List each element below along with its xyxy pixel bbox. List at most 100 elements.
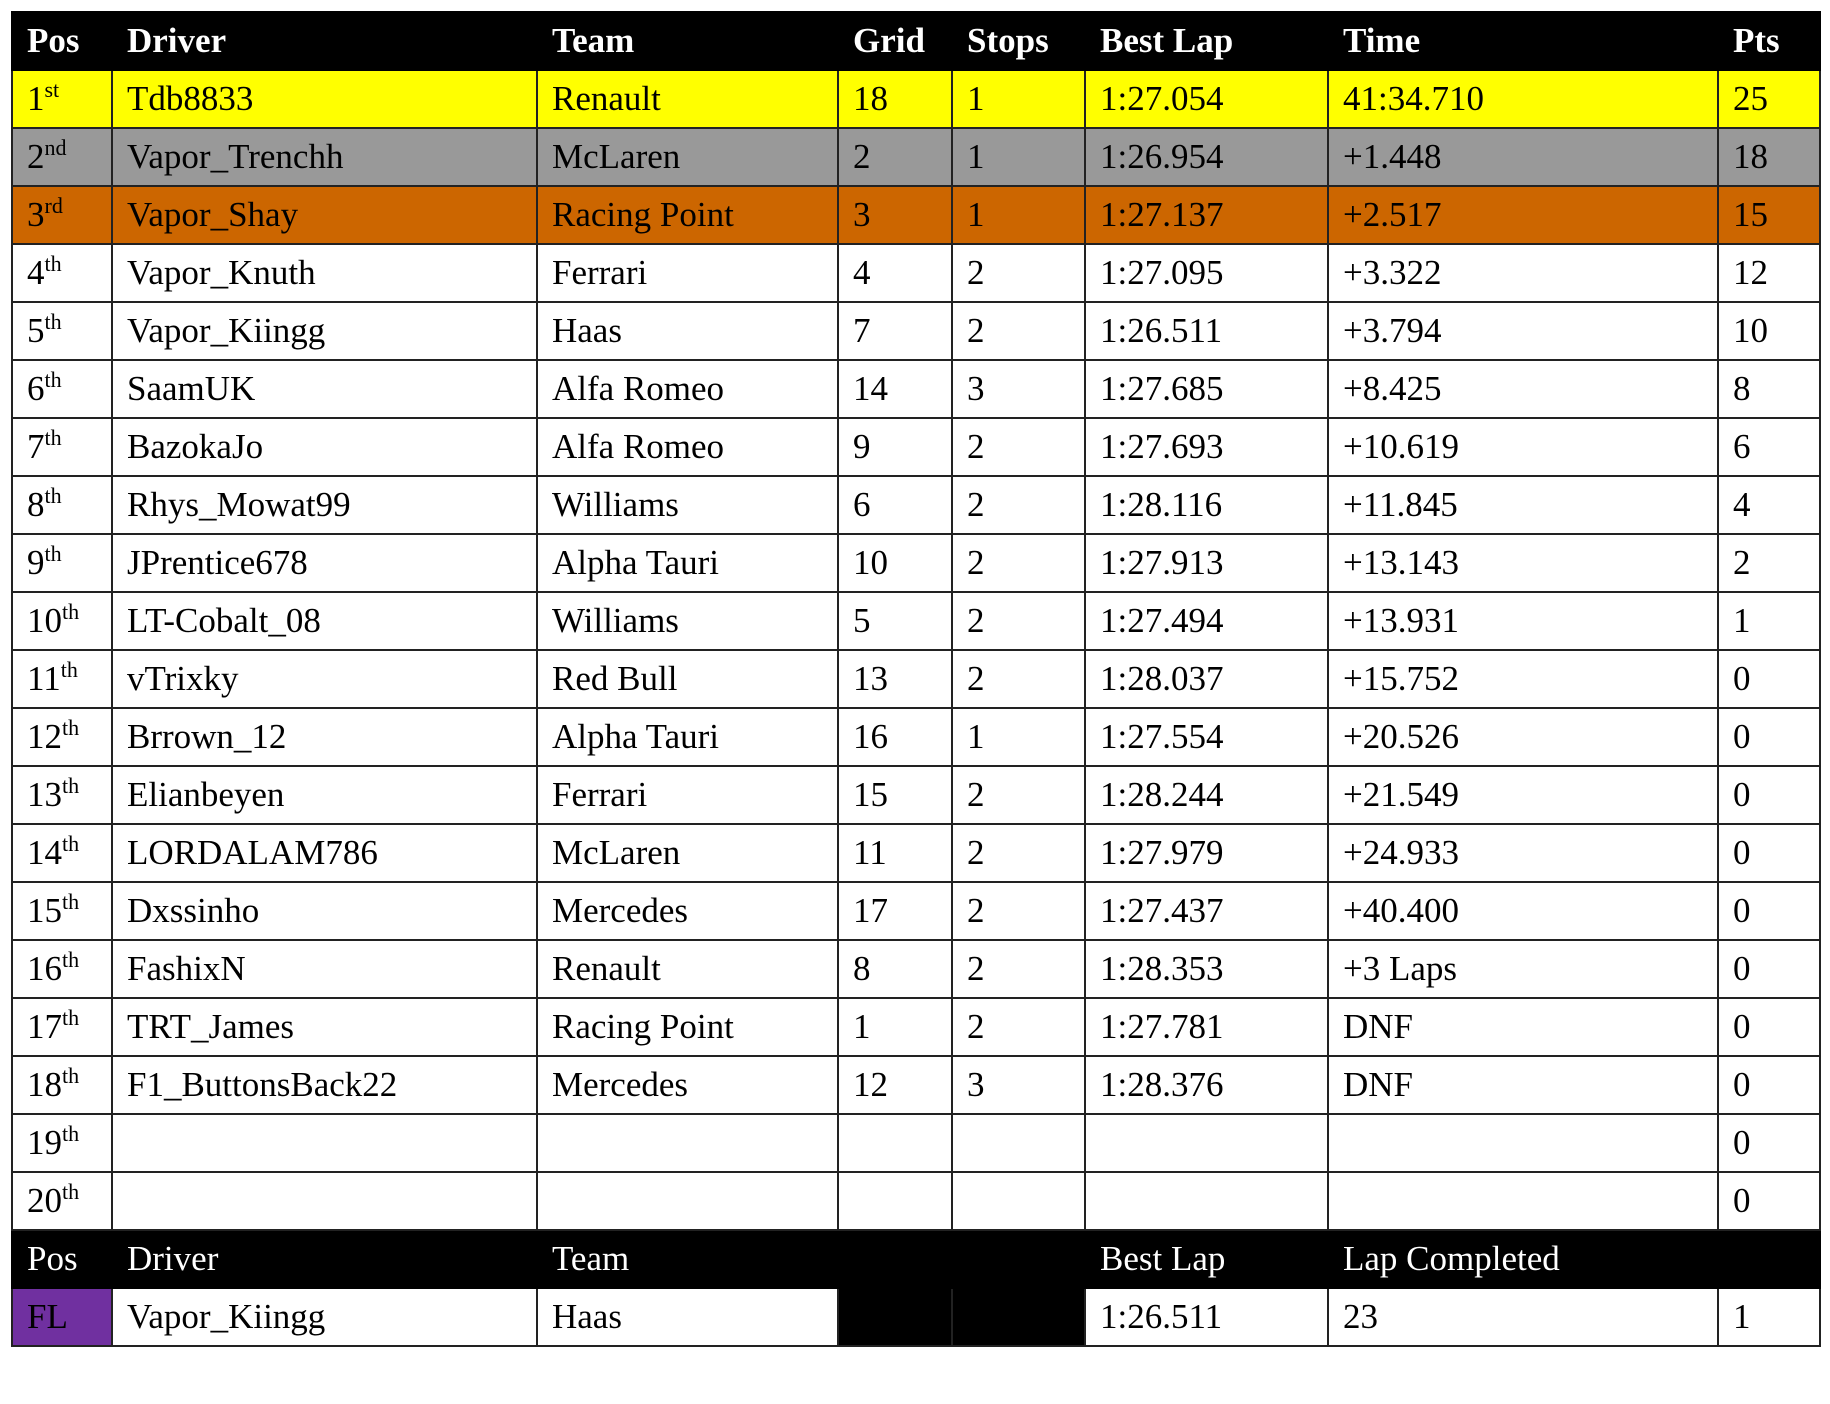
- header-row: Pos Driver Team Grid Stops Best Lap Time…: [11, 11, 1821, 71]
- driver-cell: JPrentice678: [111, 533, 538, 593]
- driver-cell: TRT_James: [111, 997, 538, 1057]
- driver-cell: [111, 1113, 538, 1173]
- pts-cell: 18: [1717, 127, 1821, 187]
- pos-suffix: th: [62, 1179, 80, 1204]
- team-cell: Alfa Romeo: [536, 359, 839, 419]
- fl-header-lap-completed: Lap Completed: [1327, 1229, 1719, 1289]
- time-cell: +3.322: [1327, 243, 1719, 303]
- grid-cell: 11: [837, 823, 953, 883]
- time-cell: 41:34.710: [1327, 69, 1719, 129]
- pts-cell: 0: [1717, 765, 1821, 825]
- table-row: 7th BazokaJo Alfa Romeo 9 2 1:27.693 +10.619 6: [11, 417, 1821, 477]
- team-cell: Haas: [536, 301, 839, 361]
- pos-number: 17: [27, 1007, 62, 1046]
- pos-suffix: th: [62, 947, 80, 972]
- best-cell: [1084, 1171, 1329, 1231]
- driver-cell: Vapor_Trenchh: [111, 127, 538, 187]
- table-row: 5th Vapor_Kiingg Haas 7 2 1:26.511 +3.794 10: [11, 301, 1821, 361]
- pos-number: 11: [27, 659, 61, 698]
- table-row: 18th F1_ButtonsBack22 Mercedes 12 3 1:28.376 D…: [11, 1055, 1821, 1115]
- driver-cell: Vapor_Knuth: [111, 243, 538, 303]
- best-cell: 1:27.913: [1084, 533, 1329, 593]
- grid-cell: 17: [837, 881, 953, 941]
- pts-cell: 4: [1717, 475, 1821, 535]
- driver-cell: FashixN: [111, 939, 538, 999]
- grid-cell: 13: [837, 649, 953, 709]
- driver-cell: Tdb8833: [111, 69, 538, 129]
- fl-header-blank: [951, 1229, 1086, 1289]
- pts-cell: 15: [1717, 185, 1821, 245]
- pts-cell: 8: [1717, 359, 1821, 419]
- pos-suffix: th: [62, 715, 80, 740]
- pos-cell: 14th: [11, 823, 113, 883]
- team-cell: Alpha Tauri: [536, 533, 839, 593]
- pos-cell: 18th: [11, 1055, 113, 1115]
- best-cell: 1:26.954: [1084, 127, 1329, 187]
- team-cell: McLaren: [536, 823, 839, 883]
- table-row: 10th LT-Cobalt_08 Williams 5 2 1:27.494 +13.93…: [11, 591, 1821, 651]
- stops-cell: 2: [951, 475, 1086, 535]
- pos-number: 6: [27, 369, 45, 408]
- pos-suffix: th: [62, 1005, 80, 1030]
- time-cell: DNF: [1327, 1055, 1719, 1115]
- pos-suffix: st: [44, 77, 60, 102]
- driver-cell: Dxssinho: [111, 881, 538, 941]
- pos-cell: 20th: [11, 1171, 113, 1231]
- fl-header-team: Team: [536, 1229, 839, 1289]
- pos-suffix: nd: [44, 135, 67, 160]
- team-cell: [536, 1171, 839, 1231]
- table-row: 19th 0: [11, 1113, 1821, 1173]
- table-row: 12th Brrown_12 Alpha Tauri 16 1 1:27.554 +20.5…: [11, 707, 1821, 767]
- pos-number: 12: [27, 717, 62, 756]
- team-cell: Williams: [536, 475, 839, 535]
- pos-suffix: th: [44, 367, 62, 392]
- pos-cell: 19th: [11, 1113, 113, 1173]
- pos-suffix: th: [44, 483, 62, 508]
- best-cell: 1:27.781: [1084, 997, 1329, 1057]
- stops-cell: 1: [951, 127, 1086, 187]
- team-cell: Williams: [536, 591, 839, 651]
- pos-cell: 15th: [11, 881, 113, 941]
- table-row: 17th TRT_James Racing Point 1 2 1:27.781 DNF 0: [11, 997, 1821, 1057]
- pos-number: 20: [27, 1181, 62, 1220]
- pts-cell: 0: [1717, 939, 1821, 999]
- grid-cell: 15: [837, 765, 953, 825]
- fl-best-lap: 1:26.511: [1084, 1287, 1329, 1347]
- pts-cell: 10: [1717, 301, 1821, 361]
- table-row: 15th Dxssinho Mercedes 17 2 1:27.437 +40.400 0: [11, 881, 1821, 941]
- stops-cell: 1: [951, 707, 1086, 767]
- grid-cell: 5: [837, 591, 953, 651]
- pos-suffix: th: [44, 541, 62, 566]
- best-cell: 1:27.054: [1084, 69, 1329, 129]
- driver-cell: LORDALAM786: [111, 823, 538, 883]
- team-cell: Racing Point: [536, 997, 839, 1057]
- driver-cell: LT-Cobalt_08: [111, 591, 538, 651]
- pos-cell: 10th: [11, 591, 113, 651]
- grid-cell: 16: [837, 707, 953, 767]
- header-time: Time: [1327, 11, 1719, 71]
- fl-blank: [951, 1287, 1086, 1347]
- team-cell: Mercedes: [536, 1055, 839, 1115]
- pos-suffix: th: [60, 657, 78, 682]
- time-cell: [1327, 1171, 1719, 1231]
- pos-number: 19: [27, 1123, 62, 1162]
- driver-cell: F1_ButtonsBack22: [111, 1055, 538, 1115]
- header-driver: Driver: [111, 11, 538, 71]
- grid-cell: 7: [837, 301, 953, 361]
- best-cell: 1:27.685: [1084, 359, 1329, 419]
- pos-cell: 9th: [11, 533, 113, 593]
- header-stops: Stops: [951, 11, 1086, 71]
- pos-suffix: th: [62, 889, 80, 914]
- team-cell: Mercedes: [536, 881, 839, 941]
- pts-cell: 6: [1717, 417, 1821, 477]
- pts-cell: 0: [1717, 997, 1821, 1057]
- grid-cell: 1: [837, 997, 953, 1057]
- fl-team: Haas: [536, 1287, 839, 1347]
- table-row: 13th Elianbeyen Ferrari 15 2 1:28.244 +21.549 0: [11, 765, 1821, 825]
- stops-cell: 1: [951, 185, 1086, 245]
- grid-cell: 8: [837, 939, 953, 999]
- stops-cell: 2: [951, 881, 1086, 941]
- header-grid: Grid: [837, 11, 953, 71]
- header-best-lap: Best Lap: [1084, 11, 1329, 71]
- pts-cell: 25: [1717, 69, 1821, 129]
